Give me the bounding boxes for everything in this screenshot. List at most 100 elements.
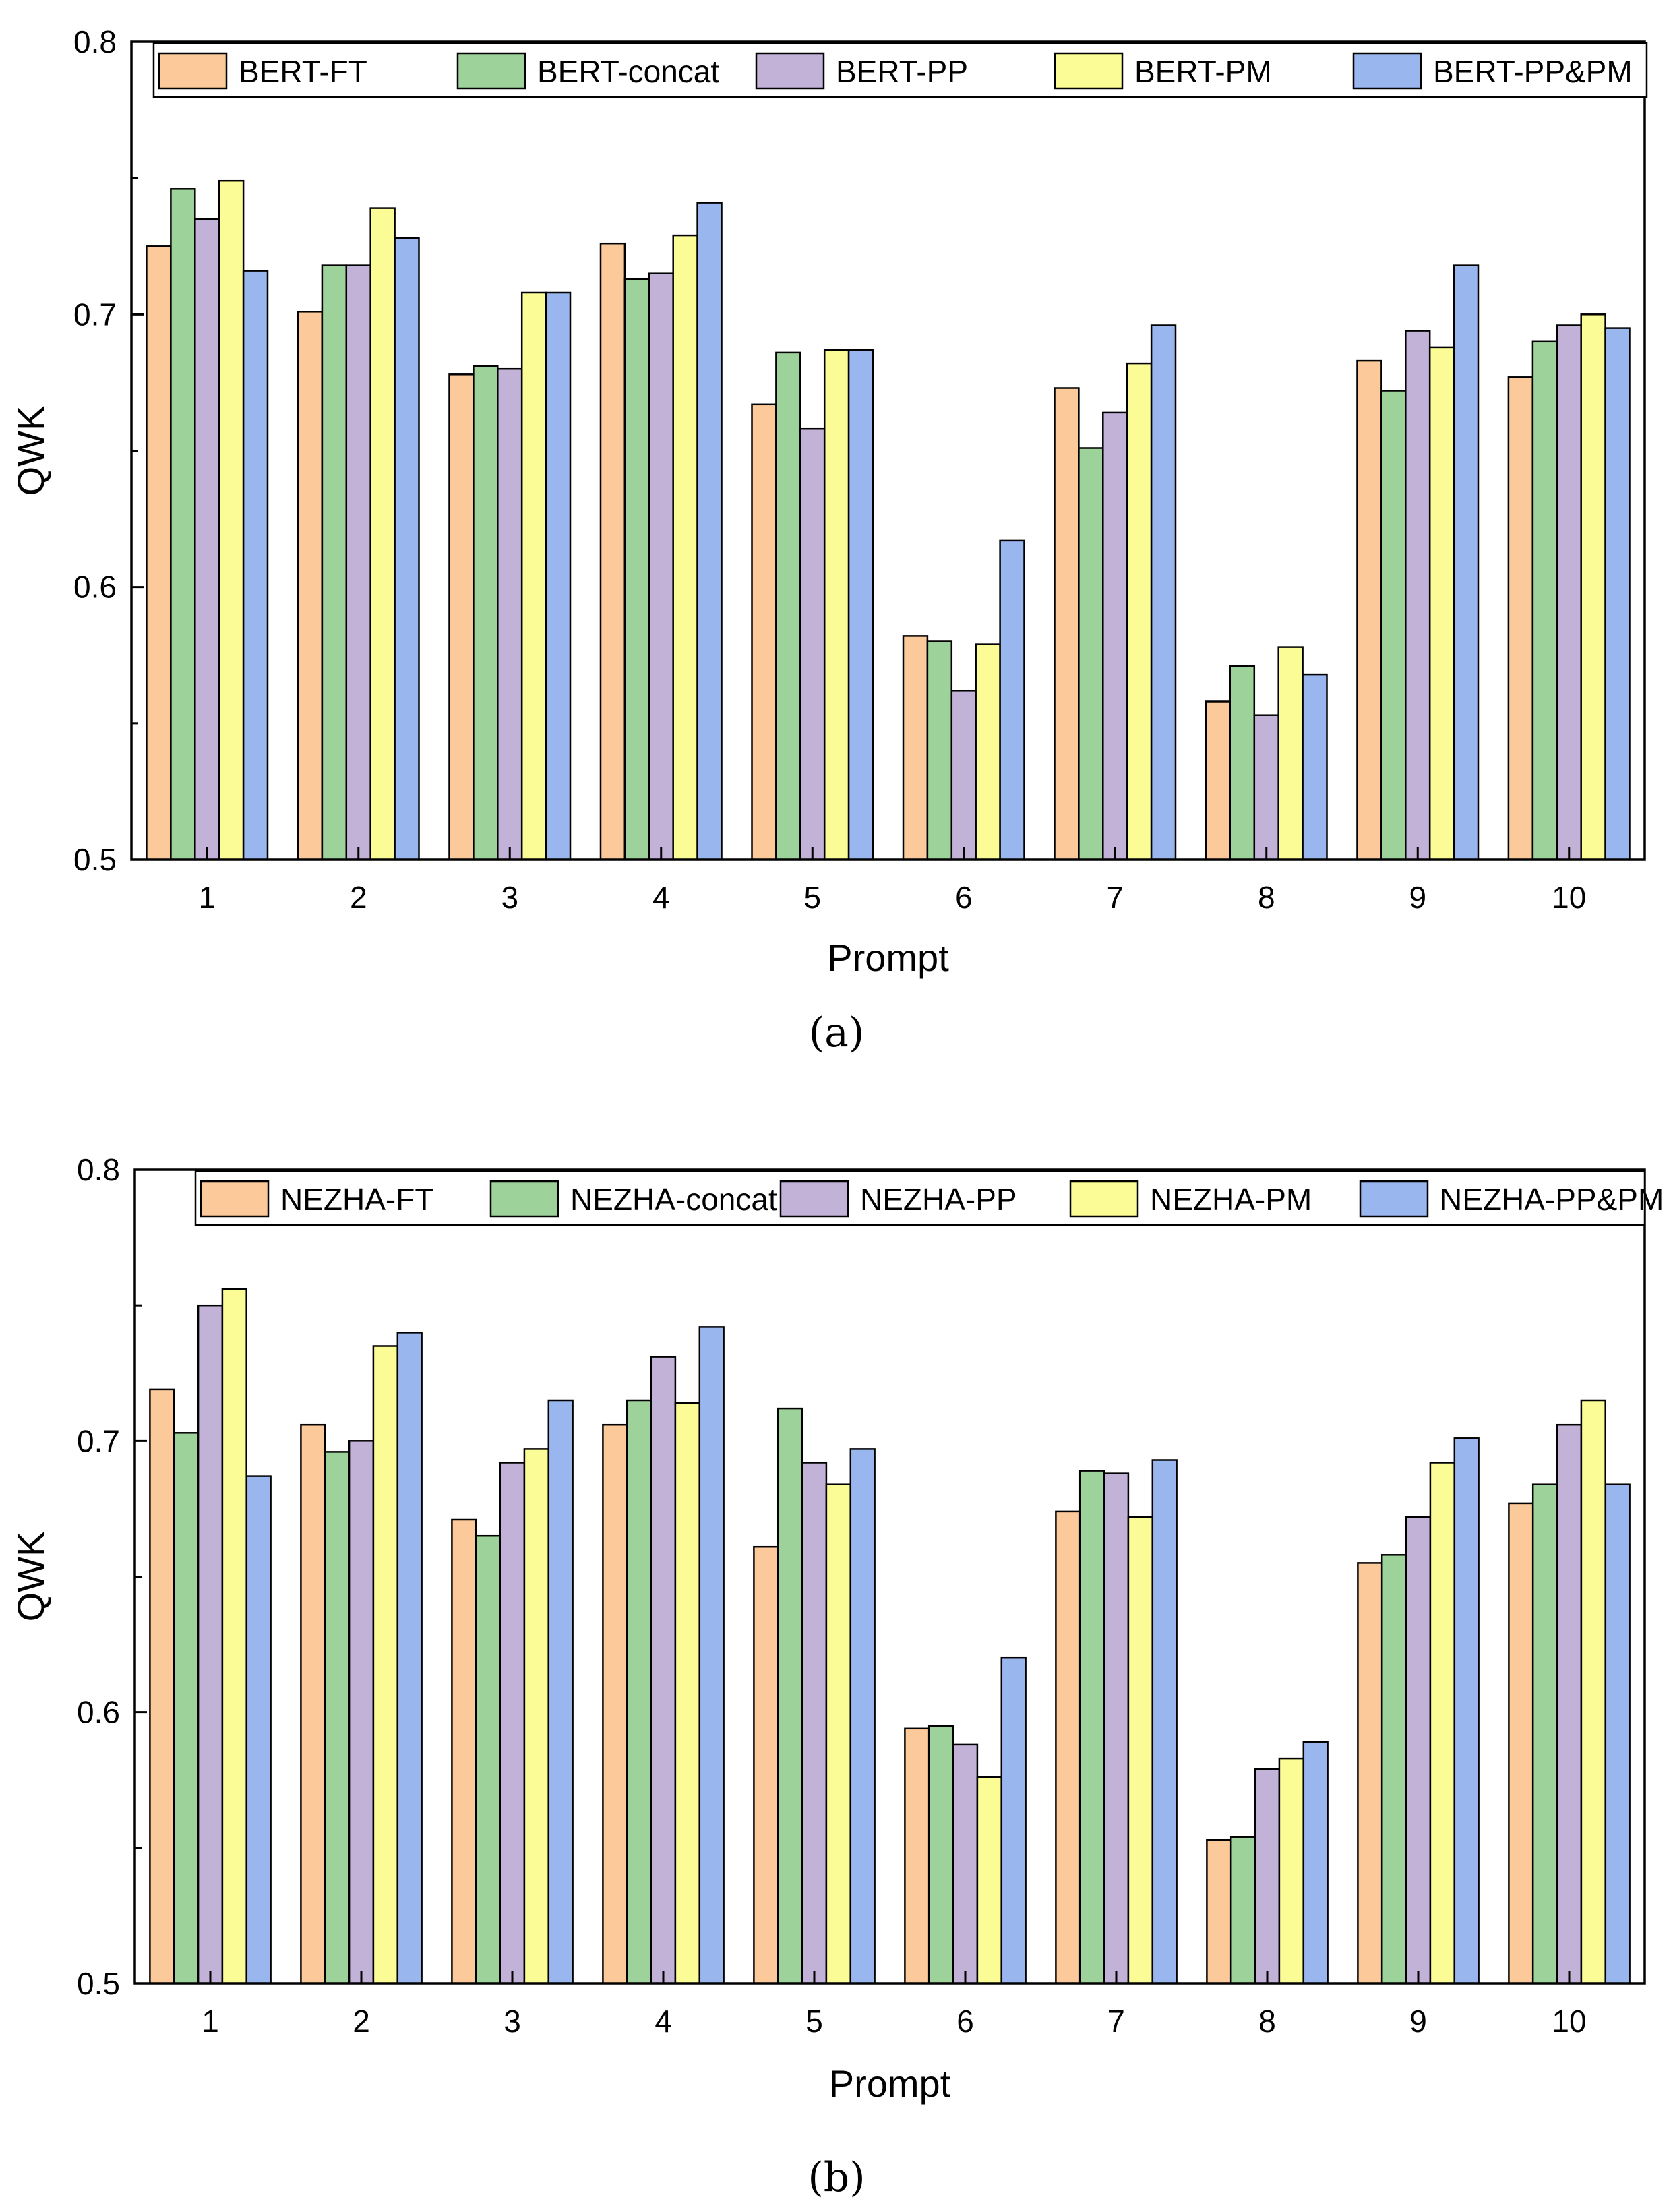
bar-BERT-PP&PM-prompt-4 [696, 202, 723, 861]
bar-NEZHA-FT-prompt-10 [1508, 1502, 1534, 1985]
y-tick-label: 0.6 [73, 570, 117, 605]
bar-BERT-PM-prompt-3 [520, 291, 547, 861]
bar-NEZHA-PM-prompt-4 [674, 1402, 700, 1985]
bar-BERT-PP&PM-prompt-3 [545, 291, 572, 861]
bar-BERT-PP-prompt-3 [497, 367, 523, 861]
bar-BERT-concat-prompt-8 [1229, 665, 1256, 861]
y-tick-label: 0.5 [73, 842, 117, 877]
bar-NEZHA-PM-prompt-6 [976, 1776, 1002, 1985]
y-tick-label: 0.5 [77, 1966, 120, 2001]
x-axis-label: Prompt [829, 2062, 951, 2105]
x-axis-label: Prompt [827, 936, 949, 979]
bar-BERT-concat-prompt-5 [775, 351, 801, 861]
bar-BERT-PP&PM-prompt-5 [847, 349, 874, 861]
bar-BERT-PP-prompt-1 [194, 218, 220, 861]
bar-NEZHA-concat-prompt-2 [324, 1451, 351, 1985]
bar-NEZHA-PP&PM-prompt-10 [1604, 1483, 1631, 1985]
bar-BERT-concat-prompt-9 [1380, 390, 1407, 861]
bar-NEZHA-PP-prompt-2 [348, 1440, 375, 1985]
bar-BERT-concat-prompt-7 [1078, 447, 1104, 861]
bar-BERT-FT-prompt-9 [1356, 359, 1382, 861]
bar-NEZHA-concat-prompt-7 [1078, 1470, 1105, 1985]
bar-NEZHA-FT-prompt-4 [602, 1423, 628, 1985]
legend-label-NEZHA-PP: NEZHA-PP [860, 1182, 1017, 1217]
bar-NEZHA-FT-prompt-5 [753, 1545, 779, 1985]
bar-BERT-PP-prompt-4 [648, 272, 674, 861]
bar-NEZHA-PP-prompt-4 [650, 1356, 677, 1985]
x-tick-label: 1 [202, 2004, 219, 2039]
bar-BERT-PM-prompt-8 [1277, 646, 1304, 861]
legend-label-BERT-concat: BERT-concat [537, 54, 719, 89]
x-tick-label: 6 [955, 880, 973, 915]
bar-NEZHA-PP&PM-prompt-9 [1453, 1437, 1480, 1985]
bar-NEZHA-PM-prompt-8 [1278, 1757, 1304, 1985]
legend-swatch-BERT-PP [755, 52, 825, 90]
x-tick-label: 3 [501, 880, 518, 915]
bar-NEZHA-concat-prompt-9 [1380, 1554, 1407, 1985]
legend-label-BERT-PP: BERT-PP [836, 54, 968, 89]
legend-swatch-BERT-PM [1054, 52, 1124, 90]
legend-swatch-NEZHA-PP&PM [1359, 1180, 1429, 1218]
bar-NEZHA-PP&PM-prompt-5 [849, 1448, 876, 1985]
x-tick-label: 4 [652, 880, 670, 915]
legend-label-NEZHA-FT: NEZHA-FT [280, 1182, 433, 1217]
x-tick-label: 7 [1106, 880, 1124, 915]
subfigure-label-a: (a) [809, 1009, 865, 1056]
legend-swatch-BERT-concat [456, 52, 526, 90]
bar-BERT-PM-prompt-2 [369, 207, 396, 861]
y-tick-label: 0.7 [73, 297, 117, 332]
bar-BERT-PP-prompt-2 [345, 264, 371, 861]
y-tick-label: 0.6 [77, 1695, 120, 1730]
bar-NEZHA-FT-prompt-2 [300, 1423, 326, 1985]
legend-label-BERT-PP&PM: BERT-PP&PM [1433, 54, 1633, 89]
bar-BERT-FT-prompt-4 [599, 242, 626, 861]
legend-swatch-NEZHA-PP [779, 1180, 849, 1218]
bar-NEZHA-concat-prompt-10 [1531, 1483, 1558, 1985]
x-tick-label: 8 [1258, 880, 1275, 915]
bar-NEZHA-FT-prompt-7 [1055, 1510, 1081, 1985]
bar-NEZHA-PP-prompt-5 [801, 1462, 828, 1985]
bar-BERT-PP-prompt-7 [1102, 411, 1128, 861]
bar-NEZHA-PP-prompt-7 [1103, 1472, 1130, 1985]
bar-BERT-FT-prompt-1 [146, 245, 172, 861]
y-tick-label: 0.8 [73, 24, 117, 59]
bar-BERT-PM-prompt-5 [823, 349, 850, 861]
legend-label-NEZHA-PM: NEZHA-PM [1150, 1182, 1312, 1217]
legend-swatch-NEZHA-PM [1069, 1180, 1139, 1218]
bar-NEZHA-FT-prompt-8 [1206, 1839, 1232, 1985]
x-tick-label: 9 [1409, 2004, 1427, 2039]
bar-NEZHA-concat-prompt-5 [777, 1407, 803, 1985]
bar-BERT-FT-prompt-5 [751, 403, 777, 861]
x-tick-label: 10 [1552, 2004, 1586, 2039]
bar-BERT-PP&PM-prompt-1 [242, 270, 269, 861]
bar-NEZHA-concat-prompt-1 [173, 1432, 200, 1985]
chart-b: 0.5 0.6 0.7 0.8 1 2 3 4 5 6 7 8 9 10 Prompt QWK NEZHA-FT… [9, 1152, 1664, 2105]
bar-BERT-PM-prompt-1 [218, 179, 245, 861]
legend-label-BERT-FT: BERT-FT [239, 54, 367, 89]
bar-NEZHA-PP&PM-prompt-8 [1302, 1741, 1329, 1985]
x-tick-label: 7 [1107, 2004, 1125, 2039]
y-tick-label: 0.8 [77, 1152, 120, 1187]
legend-label-NEZHA-concat: NEZHA-concat [570, 1182, 777, 1217]
x-tick-label: 5 [805, 2004, 823, 2039]
bar-NEZHA-concat-prompt-3 [475, 1534, 501, 1985]
y-axis-label: QWK [9, 406, 52, 496]
y-tick-label: 0.7 [77, 1423, 120, 1458]
bar-NEZHA-PM-prompt-2 [372, 1345, 398, 1985]
bar-BERT-PP&PM-prompt-8 [1302, 673, 1328, 861]
bar-NEZHA-PP&PM-prompt-3 [547, 1399, 574, 1985]
x-tick-label: 8 [1258, 2004, 1276, 2039]
bar-NEZHA-PM-prompt-5 [825, 1483, 851, 1985]
bar-NEZHA-PP-prompt-9 [1405, 1516, 1432, 1985]
bar-NEZHA-PM-prompt-10 [1580, 1399, 1606, 1985]
x-tick-label: 5 [803, 880, 821, 915]
bar-BERT-PM-prompt-9 [1428, 346, 1455, 861]
legend-label-NEZHA-PP&PM: NEZHA-PP&PM [1440, 1182, 1664, 1217]
bar-NEZHA-PM-prompt-9 [1429, 1462, 1455, 1985]
bar-BERT-FT-prompt-10 [1507, 376, 1534, 861]
bar-NEZHA-concat-prompt-4 [626, 1399, 652, 1985]
x-tick-label: 2 [353, 2004, 370, 2039]
x-tick-label: 6 [956, 2004, 974, 2039]
